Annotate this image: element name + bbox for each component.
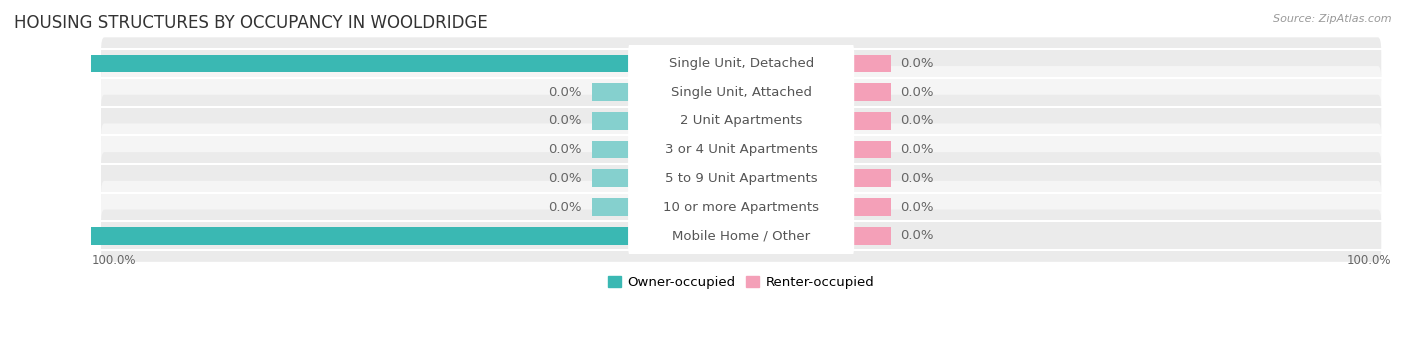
Text: 0.0%: 0.0% xyxy=(900,114,934,128)
Text: 0.0%: 0.0% xyxy=(548,143,582,156)
FancyBboxPatch shape xyxy=(628,129,855,170)
Bar xyxy=(852,198,890,216)
Bar xyxy=(592,169,631,187)
Text: 100.0%: 100.0% xyxy=(0,229,55,242)
FancyBboxPatch shape xyxy=(628,186,855,228)
FancyBboxPatch shape xyxy=(101,181,1381,233)
Text: 0.0%: 0.0% xyxy=(548,201,582,213)
Text: 100.0%: 100.0% xyxy=(0,57,55,70)
Text: 100.0%: 100.0% xyxy=(1347,254,1391,267)
Bar xyxy=(852,141,890,159)
Text: 100.0%: 100.0% xyxy=(91,254,136,267)
FancyBboxPatch shape xyxy=(101,66,1381,118)
Bar xyxy=(592,112,631,130)
FancyBboxPatch shape xyxy=(628,100,855,142)
Text: 5 to 9 Unit Apartments: 5 to 9 Unit Apartments xyxy=(665,172,817,185)
Bar xyxy=(852,227,890,244)
Text: Single Unit, Attached: Single Unit, Attached xyxy=(671,86,811,99)
Text: 3 or 4 Unit Apartments: 3 or 4 Unit Apartments xyxy=(665,143,817,156)
FancyBboxPatch shape xyxy=(628,158,855,199)
Text: 0.0%: 0.0% xyxy=(548,86,582,99)
FancyBboxPatch shape xyxy=(101,95,1381,147)
Text: 0.0%: 0.0% xyxy=(900,57,934,70)
Text: Mobile Home / Other: Mobile Home / Other xyxy=(672,229,810,242)
Text: HOUSING STRUCTURES BY OCCUPANCY IN WOOLDRIDGE: HOUSING STRUCTURES BY OCCUPANCY IN WOOLD… xyxy=(14,14,488,32)
Bar xyxy=(0,55,631,72)
Bar xyxy=(592,83,631,101)
Bar xyxy=(592,198,631,216)
Text: 0.0%: 0.0% xyxy=(900,143,934,156)
FancyBboxPatch shape xyxy=(101,38,1381,90)
Text: 0.0%: 0.0% xyxy=(900,86,934,99)
Text: 0.0%: 0.0% xyxy=(900,172,934,185)
Text: 0.0%: 0.0% xyxy=(548,172,582,185)
Bar xyxy=(852,55,890,72)
Text: 2 Unit Apartments: 2 Unit Apartments xyxy=(681,114,803,128)
FancyBboxPatch shape xyxy=(628,43,855,84)
Text: 0.0%: 0.0% xyxy=(900,201,934,213)
Bar xyxy=(852,112,890,130)
FancyBboxPatch shape xyxy=(101,152,1381,204)
Text: Single Unit, Detached: Single Unit, Detached xyxy=(668,57,814,70)
Text: 0.0%: 0.0% xyxy=(548,114,582,128)
Legend: Owner-occupied, Renter-occupied: Owner-occupied, Renter-occupied xyxy=(602,270,880,294)
Bar xyxy=(852,83,890,101)
Text: 0.0%: 0.0% xyxy=(900,229,934,242)
Bar xyxy=(0,227,631,244)
Text: 10 or more Apartments: 10 or more Apartments xyxy=(664,201,820,213)
Bar xyxy=(592,141,631,159)
FancyBboxPatch shape xyxy=(628,71,855,113)
Bar xyxy=(852,169,890,187)
FancyBboxPatch shape xyxy=(101,210,1381,262)
Text: Source: ZipAtlas.com: Source: ZipAtlas.com xyxy=(1274,14,1392,24)
FancyBboxPatch shape xyxy=(101,123,1381,176)
FancyBboxPatch shape xyxy=(628,215,855,256)
